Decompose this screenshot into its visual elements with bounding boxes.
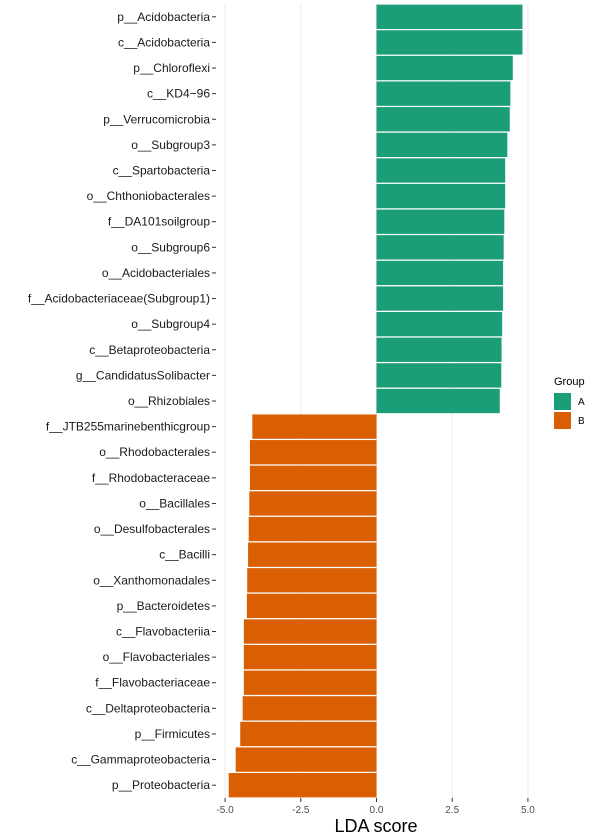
y-tick-label-0: p__Acidobacteria (117, 10, 210, 24)
bar-27 (242, 696, 377, 721)
y-tick-label-13: c__Betaproteobacteria (89, 343, 210, 357)
bars (228, 4, 523, 798)
y-tick-label-19: o__Bacillales (139, 496, 210, 510)
bar-6 (376, 158, 506, 183)
x-tick-label-1: -2.5 (292, 805, 310, 816)
y-tick-label-4: p__Verrucomicrobia (103, 112, 210, 126)
y-tick-label-9: o__Subgroup6 (131, 240, 210, 254)
y-tick-label-18: f__Rhodobacteraceae (92, 471, 210, 485)
y-tick-label-17: o__Rhodobacterales (99, 445, 210, 459)
bar-26 (243, 670, 377, 695)
bar-23 (246, 593, 377, 619)
y-tick-label-24: c__Flavobacteriia (116, 625, 210, 639)
bar-19 (249, 491, 377, 516)
y-tick-label-25: o__Flavobacteriales (103, 650, 210, 664)
y-tick-label-1: c__Acidobacteria (118, 35, 210, 49)
bar-30 (228, 773, 377, 798)
bar-12 (376, 311, 503, 337)
bar-2 (376, 55, 513, 81)
bar-14 (376, 363, 502, 388)
x-tick-label-0: -5.0 (216, 805, 234, 816)
y-tick-label-15: o__Rhizobiales (128, 394, 210, 408)
y-tick-label-5: o__Subgroup3 (131, 138, 210, 152)
y-axis-labels: p__Acidobacteria c__Acidobacteria p__Chlor… (28, 10, 216, 792)
y-tick-label-27: c__Deltaproteobacteria (86, 701, 210, 715)
legend-swatch-A (554, 393, 571, 410)
bar-21 (248, 542, 377, 567)
y-tick-label-16: f__JTB255marinebenthicgroup (46, 420, 210, 434)
x-tick-label-4: 5.0 (521, 805, 535, 816)
bar-3 (376, 81, 511, 106)
bar-25 (243, 644, 377, 670)
bar-16 (252, 414, 377, 439)
y-tick-label-23: p__Bacteroidetes (117, 599, 210, 613)
y-tick-label-28: p__Firmicutes (135, 727, 210, 741)
y-tick-label-26: f__Flavobacteriaceae (95, 676, 210, 690)
legend: Group AB (554, 376, 585, 429)
bar-24 (243, 619, 377, 644)
legend-label-A: A (578, 397, 585, 408)
y-tick-label-8: f__DA101soilgroup (108, 215, 210, 229)
legend-title: Group (554, 376, 585, 388)
bar-5 (376, 132, 508, 158)
y-tick-label-22: o__Xanthomonadales (93, 573, 210, 587)
bar-15 (376, 388, 500, 414)
x-axis: -5.0 -2.5 0.0 2.5 5.0 (216, 798, 535, 816)
bar-29 (235, 747, 377, 772)
bar-11 (376, 286, 504, 311)
y-tick-label-10: o__Acidobacteriales (102, 266, 210, 280)
legend-label-B: B (578, 416, 585, 427)
y-tick-label-20: o__Desulfobacterales (94, 522, 210, 536)
y-tick-label-2: p__Chloroflexi (133, 61, 210, 75)
bar-13 (376, 337, 502, 362)
x-tick-label-2: 0.0 (370, 805, 384, 816)
y-tick-label-29: c__Gammaproteobacteria (71, 753, 210, 767)
y-tick-label-30: p__Proteobacteria (112, 778, 210, 792)
bar-7 (376, 183, 506, 209)
y-tick-label-11: f__Acidobacteriaceae(Subgroup1) (28, 292, 210, 306)
legend-swatch-B (554, 412, 571, 429)
bar-9 (376, 235, 504, 260)
y-tick-label-12: o__Subgroup4 (131, 317, 210, 331)
bar-20 (248, 516, 377, 542)
bar-1 (376, 30, 523, 55)
bar-28 (240, 721, 377, 747)
bar-18 (249, 465, 377, 491)
x-axis-title: LDA score (334, 816, 417, 836)
bar-4 (376, 107, 510, 132)
bar-0 (376, 4, 523, 29)
y-tick-label-7: o__Chthoniobacterales (87, 189, 210, 203)
bar-22 (247, 568, 377, 593)
bar-8 (376, 209, 505, 234)
bar-10 (376, 260, 504, 286)
x-tick-label-3: 2.5 (445, 805, 459, 816)
y-tick-label-21: c__Bacilli (159, 548, 210, 562)
y-tick-label-6: c__Spartobacteria (113, 163, 211, 177)
y-tick-label-14: g__CandidatusSolibacter (76, 368, 210, 382)
bar-17 (249, 440, 377, 465)
y-tick-label-3: c__KD4−96 (147, 87, 210, 101)
